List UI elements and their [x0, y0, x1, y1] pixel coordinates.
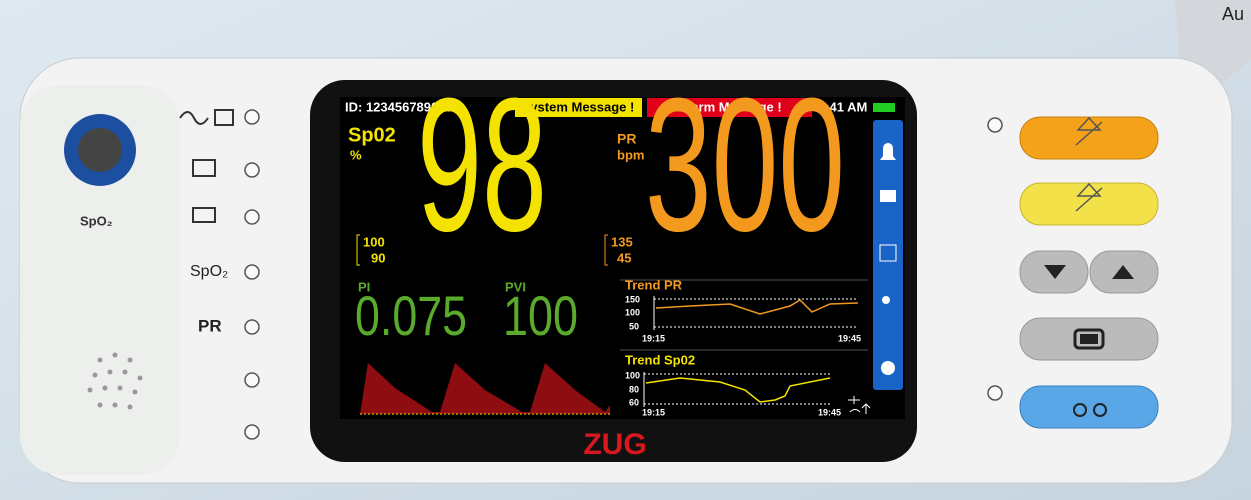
- spo2-value: 98: [417, 59, 547, 271]
- decoration: [245, 425, 259, 439]
- y-tick-label: 50: [629, 321, 639, 331]
- pr-low-limit: 45: [617, 250, 631, 265]
- spo2-low-limit: 90: [371, 250, 385, 265]
- x-tick-label: 19:15: [642, 407, 665, 417]
- trend-pr-title: Trend PR: [625, 277, 683, 292]
- spo2-high-limit: 100: [363, 234, 385, 249]
- pr-unit: bpm: [617, 147, 644, 162]
- y-tick-label: 100: [625, 307, 640, 317]
- pr-label: PR: [617, 131, 636, 147]
- decoration: [988, 386, 1002, 400]
- decoration: [123, 370, 128, 375]
- power-button[interactable]: [1020, 386, 1158, 428]
- pr-value: 300: [645, 59, 845, 271]
- decoration: [245, 210, 259, 224]
- y-tick-label: 80: [629, 384, 639, 394]
- decoration: [245, 163, 259, 177]
- x-tick-label: 19:45: [818, 407, 841, 417]
- decoration: [245, 110, 259, 124]
- decoration: [245, 265, 259, 279]
- pr-high-limit: 135: [611, 234, 633, 249]
- device: Au SpO₂ SpO₂ PR ID: 1234567890999 System…: [0, 0, 1251, 500]
- decoration: [128, 405, 133, 410]
- alarm-pause-button[interactable]: [1020, 117, 1158, 159]
- decoration: [988, 118, 1002, 132]
- page: Au SpO₂ SpO₂ PR ID: 1234567890999 System…: [0, 0, 1251, 500]
- connector-label: SpO₂: [80, 213, 113, 228]
- decoration: [881, 361, 895, 375]
- x-tick-label: 19:15: [642, 333, 665, 343]
- y-tick-label: 150: [625, 294, 640, 304]
- indicator-label: PR: [198, 316, 222, 335]
- decoration: [138, 376, 143, 381]
- decoration: [98, 358, 103, 363]
- alarm-silence-button[interactable]: [1020, 183, 1158, 225]
- decoration: [118, 386, 123, 391]
- decoration: [128, 358, 133, 363]
- decoration: [78, 128, 122, 172]
- decoration: [133, 390, 138, 395]
- decoration: [93, 373, 98, 378]
- pi-value: 0.075: [355, 284, 467, 347]
- sidebar: [873, 120, 903, 390]
- decoration: [245, 320, 259, 334]
- battery: [873, 103, 895, 112]
- x-tick-label: 19:45: [838, 333, 861, 343]
- decoration: [88, 388, 93, 393]
- y-tick-label: 60: [629, 397, 639, 407]
- indicator-label: SpO₂: [190, 263, 228, 280]
- callout-text: Au: [1222, 4, 1244, 24]
- decoration: [103, 386, 108, 391]
- spo2-unit: %: [350, 147, 362, 162]
- decoration: [113, 403, 118, 408]
- decoration: [113, 353, 118, 358]
- decoration: [108, 370, 113, 375]
- decoration: [882, 296, 890, 304]
- decoration: [1080, 334, 1098, 344]
- y-tick-label: 100: [625, 370, 640, 380]
- decoration: [880, 190, 896, 202]
- logo: ZUG: [583, 428, 646, 461]
- decoration: [98, 403, 103, 408]
- pvi-value: 100: [503, 284, 578, 347]
- spo2-label: Sp02: [348, 124, 396, 146]
- trend-spo2-title: Trend Sp02: [625, 352, 695, 367]
- decoration: [245, 373, 259, 387]
